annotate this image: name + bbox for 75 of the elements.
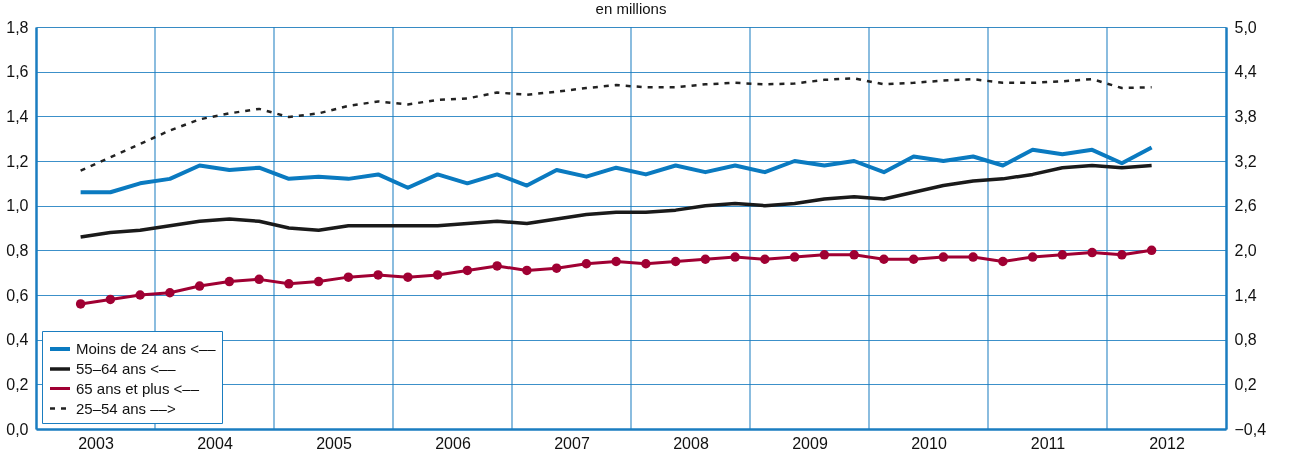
x-tick-label: 2008	[673, 434, 709, 452]
point	[522, 265, 532, 276]
x-tick-label: 2009	[792, 434, 828, 452]
line-series	[78, 163, 1154, 239]
y2-tick-label: 2,0	[1234, 241, 1257, 259]
y2-tick-label: 0,2	[1234, 375, 1257, 393]
y-tick-label: 1,6	[6, 63, 29, 81]
x-tick-label: 2004	[197, 434, 233, 452]
point	[700, 254, 711, 264]
point	[968, 252, 978, 262]
y-tick-label: 0,8	[6, 241, 29, 259]
y2-tick-label: 2,6	[1234, 197, 1257, 215]
legend-label: 55–64 ans <––	[76, 360, 177, 377]
point	[611, 256, 621, 267]
x-tick-label: 2006	[435, 434, 471, 452]
y-tick-label: 0,0	[6, 420, 29, 438]
x-tick-label: 2003	[78, 434, 114, 452]
point	[1146, 245, 1157, 256]
point	[403, 272, 413, 282]
point	[254, 274, 264, 285]
point	[849, 250, 859, 260]
point	[224, 276, 235, 287]
point	[194, 281, 205, 291]
line-series	[79, 77, 1153, 172]
point	[1087, 247, 1097, 258]
point	[75, 299, 86, 309]
point	[641, 259, 651, 269]
legend-label: 25–54 ans ––>	[76, 399, 176, 417]
x-tick-label: 2012	[1149, 434, 1185, 452]
y-tick-label: 1,4	[6, 107, 29, 125]
y-tick-label: 0,6	[6, 286, 29, 304]
point	[284, 279, 294, 289]
y-tick-label: 1,2	[6, 152, 29, 170]
point	[581, 259, 592, 269]
point	[313, 276, 324, 287]
y-tick-label: 0,2	[6, 375, 29, 393]
point	[462, 265, 473, 276]
point	[789, 252, 800, 262]
point	[938, 252, 949, 262]
point	[551, 263, 562, 273]
point	[135, 290, 145, 300]
y2-tick-label: 5,0	[1234, 18, 1257, 36]
point	[998, 256, 1008, 267]
point	[432, 270, 443, 280]
legend-label: Moins de 24 ans <––	[76, 340, 217, 357]
point	[1117, 250, 1127, 260]
point	[1027, 252, 1038, 262]
y-tick-label: 1,0	[6, 197, 29, 215]
point	[730, 252, 740, 262]
x-tick-label: 2011	[1030, 434, 1066, 452]
point	[670, 256, 681, 267]
legend-label: 65 ans et plus <––	[76, 379, 200, 397]
y2-tick-label: 3,8	[1234, 107, 1257, 125]
point	[373, 270, 383, 280]
point	[819, 250, 830, 260]
point	[908, 254, 919, 264]
y2-tick-label: 1,4	[1234, 286, 1257, 304]
chart-subtitle: en millions	[595, 0, 667, 17]
y2-tick-label: 4,4	[1234, 63, 1257, 81]
x-tick-label: 2010	[911, 434, 947, 452]
y2-tick-label: −0,4	[1234, 420, 1267, 438]
y-tick-label: 0,4	[6, 331, 29, 349]
x-tick-label: 2007	[554, 434, 590, 452]
line-series	[78, 145, 1154, 195]
point	[105, 294, 116, 305]
y-tick-label: 1,8	[6, 18, 29, 36]
point	[343, 272, 354, 282]
point	[492, 261, 502, 271]
point	[879, 254, 889, 264]
point	[1057, 250, 1068, 260]
point	[760, 254, 770, 264]
y2-tick-label: 3,2	[1234, 152, 1257, 170]
point	[165, 288, 175, 298]
x-tick-label: 2005	[316, 434, 352, 452]
y2-tick-label: 0,8	[1234, 331, 1257, 349]
